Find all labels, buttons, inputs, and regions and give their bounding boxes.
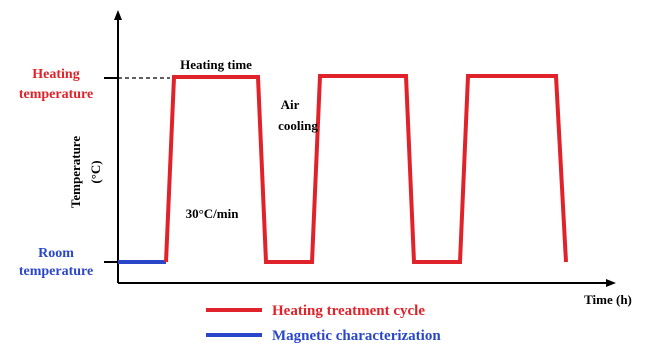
y-axis-arrow xyxy=(114,10,122,20)
y-axis-title: Temperature (°C) xyxy=(68,136,103,208)
air-cooling-annotation-1: Air xyxy=(281,97,300,112)
y-axis-title-line2: (°C) xyxy=(88,160,103,183)
air-cooling-annotation-2: cooling xyxy=(278,118,318,133)
legend: Heating treatment cycle Magnetic charact… xyxy=(206,303,441,344)
legend-label-heating: Heating treatment cycle xyxy=(272,303,425,319)
heating-cycle-curve xyxy=(164,74,568,264)
heating-temperature-label-2: temperature xyxy=(19,87,93,102)
y-axis-title-line1: Temperature xyxy=(68,136,83,208)
x-axis-title: Time (h) xyxy=(584,292,632,307)
room-temperature-label-1: Room xyxy=(38,246,74,261)
heating-time-annotation: Heating time xyxy=(180,57,252,72)
legend-label-magnetic: Magnetic characterization xyxy=(272,328,441,344)
axes xyxy=(104,10,616,287)
x-axis-arrow xyxy=(606,279,616,287)
room-temperature-label-2: temperature xyxy=(19,264,93,279)
rate-annotation: 30°C/min xyxy=(186,206,240,221)
heating-temperature-label-1: Heating xyxy=(32,67,79,82)
